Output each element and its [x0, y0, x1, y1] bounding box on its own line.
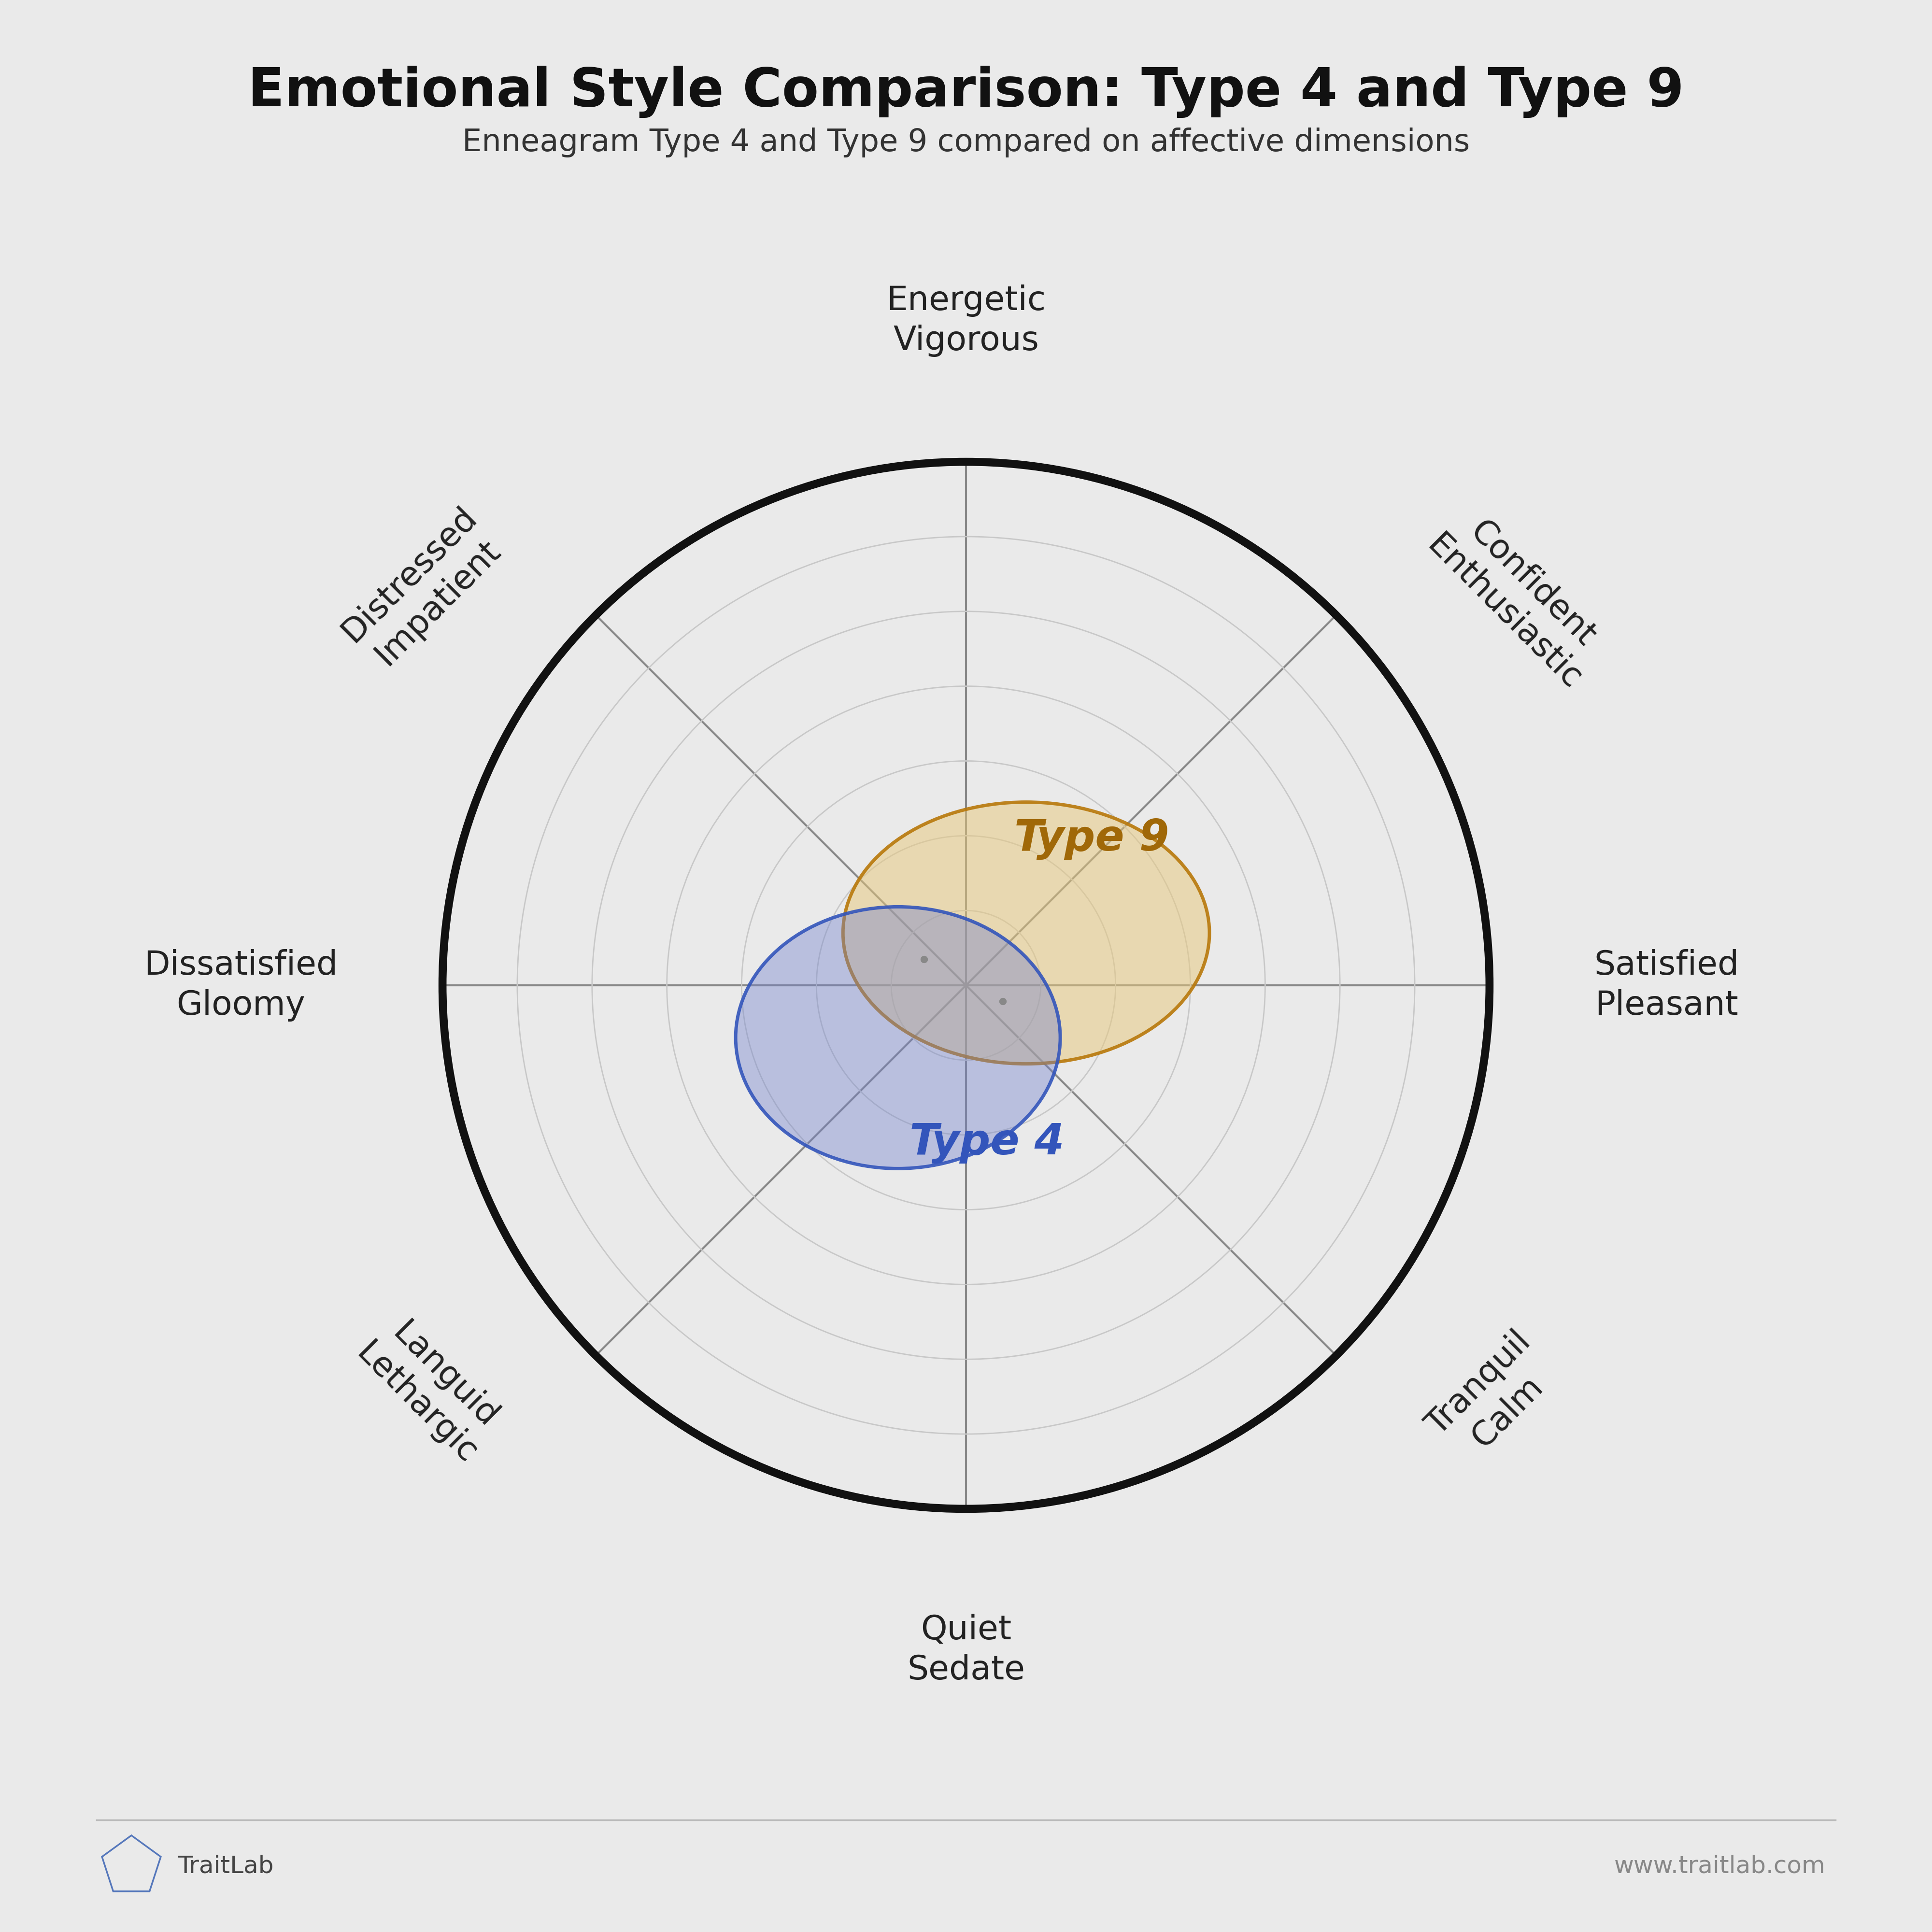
- Text: Satisfied
Pleasant: Satisfied Pleasant: [1594, 949, 1739, 1022]
- Ellipse shape: [736, 906, 1061, 1169]
- Text: Emotional Style Comparison: Type 4 and Type 9: Emotional Style Comparison: Type 4 and T…: [247, 66, 1685, 118]
- Text: Enneagram Type 4 and Type 9 compared on affective dimensions: Enneagram Type 4 and Type 9 compared on …: [462, 128, 1470, 158]
- Text: Languid
Lethargic: Languid Lethargic: [350, 1308, 512, 1470]
- Text: Energetic
Vigorous: Energetic Vigorous: [887, 284, 1045, 357]
- Text: Tranquil
Calm: Tranquil Calm: [1420, 1325, 1565, 1470]
- Text: Dissatisfied
Gloomy: Dissatisfied Gloomy: [145, 949, 338, 1022]
- Ellipse shape: [842, 802, 1209, 1065]
- Text: Confident
Enthusiastic: Confident Enthusiastic: [1420, 500, 1615, 696]
- Text: Quiet
Sedate: Quiet Sedate: [908, 1613, 1024, 1687]
- Text: Type 9: Type 9: [1014, 817, 1169, 860]
- Text: Type 4: Type 4: [910, 1121, 1065, 1163]
- Text: TraitLab: TraitLab: [178, 1855, 274, 1878]
- Text: www.traitlab.com: www.traitlab.com: [1615, 1855, 1826, 1878]
- Text: Distressed
Impatient: Distressed Impatient: [336, 500, 512, 676]
